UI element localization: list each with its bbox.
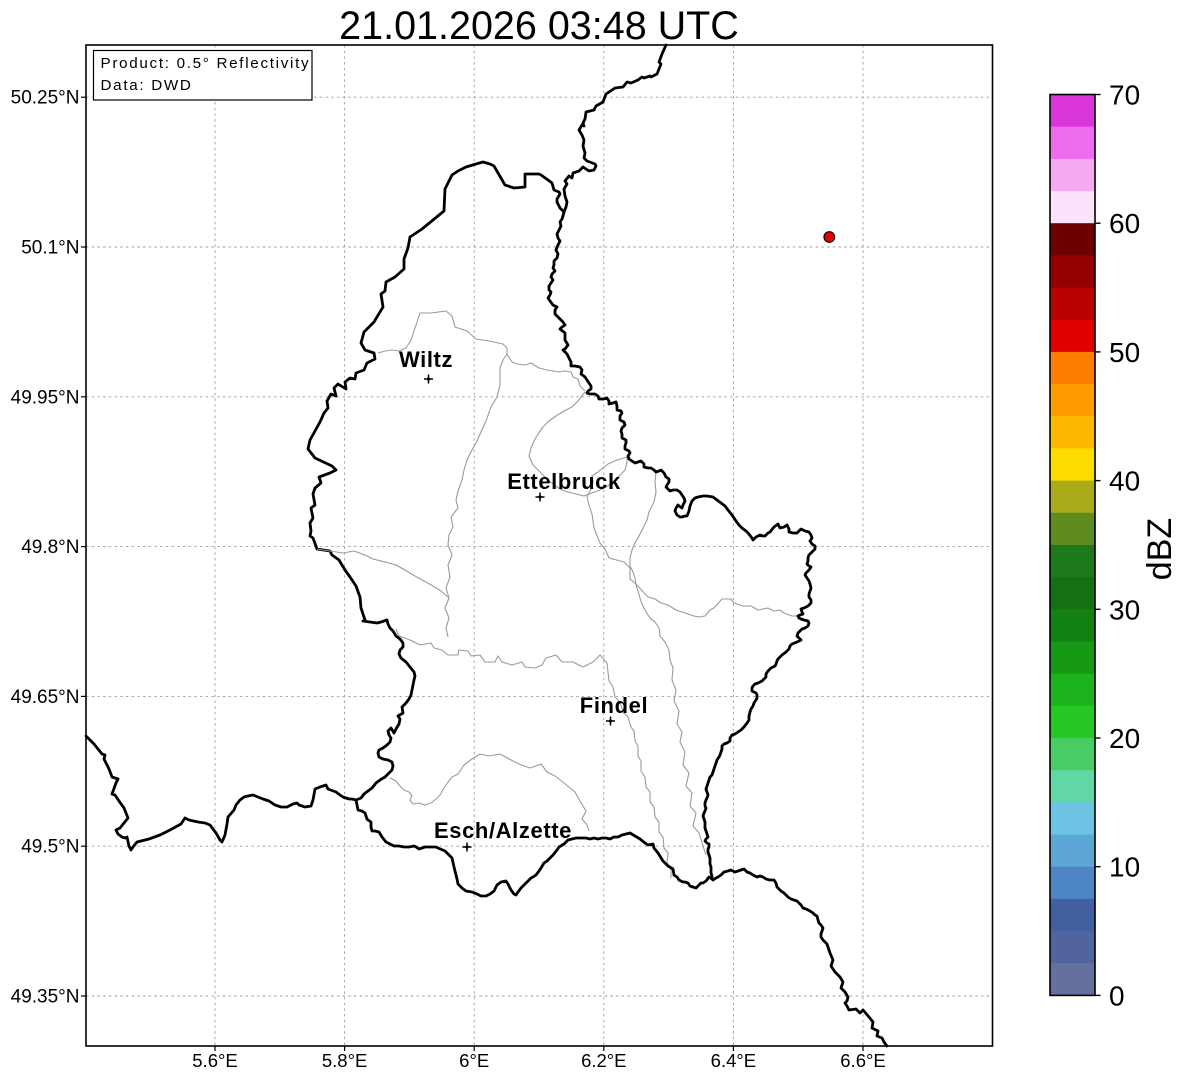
svg-text:40: 40 xyxy=(1109,466,1140,497)
svg-text:6.2°E: 6.2°E xyxy=(581,1050,626,1071)
svg-text:Ettelbruck: Ettelbruck xyxy=(507,469,621,494)
svg-text:21.01.2026 03:48 UTC: 21.01.2026 03:48 UTC xyxy=(339,4,739,48)
svg-text:Wiltz: Wiltz xyxy=(399,347,453,372)
svg-text:Findel: Findel xyxy=(580,693,648,718)
svg-text:70: 70 xyxy=(1109,80,1140,111)
svg-text:49.95°N: 49.95°N xyxy=(11,387,80,408)
svg-text:20: 20 xyxy=(1109,723,1140,754)
svg-text:60: 60 xyxy=(1109,208,1140,239)
svg-text:49.5°N: 49.5°N xyxy=(21,837,79,858)
svg-text:49.35°N: 49.35°N xyxy=(11,987,80,1008)
svg-text:6°E: 6°E xyxy=(459,1050,489,1071)
svg-text:dBZ: dBZ xyxy=(1141,518,1179,580)
svg-text:49.8°N: 49.8°N xyxy=(21,537,79,558)
svg-text:Product: 0.5° Reflectivity: Product: 0.5° Reflectivity xyxy=(101,55,311,72)
svg-text:6.6°E: 6.6°E xyxy=(840,1050,885,1071)
svg-text:10: 10 xyxy=(1109,852,1140,883)
svg-text:30: 30 xyxy=(1109,594,1140,625)
svg-text:5.8°E: 5.8°E xyxy=(322,1050,367,1071)
svg-text:0: 0 xyxy=(1109,980,1125,1011)
svg-text:Esch/Alzette: Esch/Alzette xyxy=(434,818,572,843)
svg-text:50: 50 xyxy=(1109,337,1140,368)
svg-text:6.4°E: 6.4°E xyxy=(711,1050,756,1071)
svg-text:49.65°N: 49.65°N xyxy=(11,687,80,708)
svg-text:5.6°E: 5.6°E xyxy=(192,1050,237,1071)
svg-text:50.25°N: 50.25°N xyxy=(11,88,80,109)
svg-text:50.1°N: 50.1°N xyxy=(21,238,79,259)
svg-text:Data: DWD: Data: DWD xyxy=(101,77,193,94)
